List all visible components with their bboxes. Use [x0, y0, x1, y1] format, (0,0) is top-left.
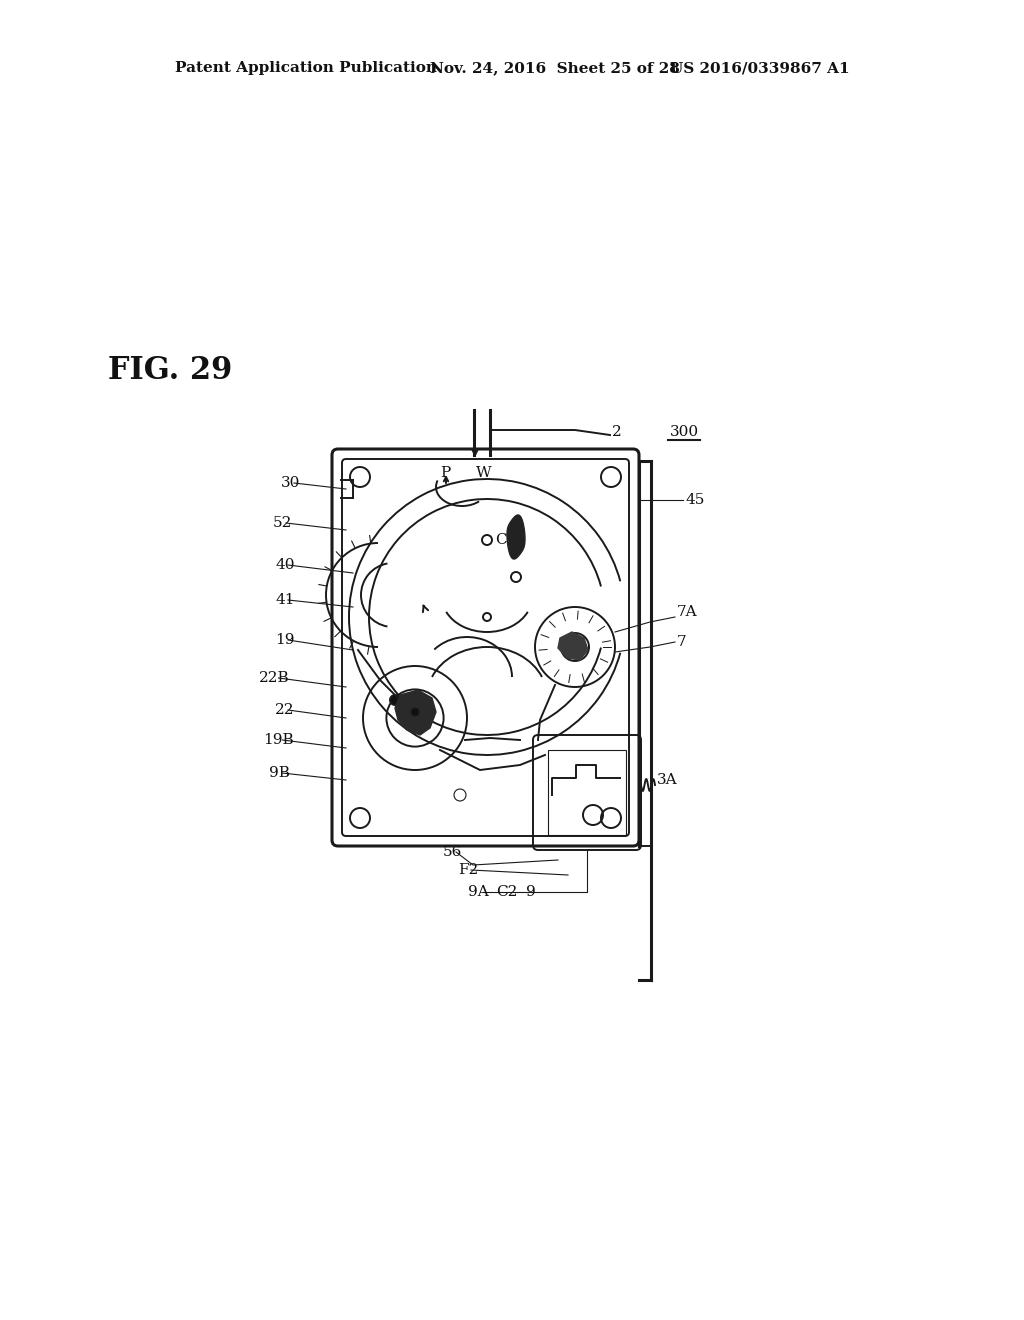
- Text: Patent Application Publication: Patent Application Publication: [175, 61, 437, 75]
- Text: US 2016/0339867 A1: US 2016/0339867 A1: [670, 61, 850, 75]
- Text: P: P: [439, 466, 450, 480]
- Text: 9A: 9A: [468, 884, 488, 899]
- Text: 22: 22: [275, 704, 295, 717]
- Polygon shape: [395, 690, 436, 735]
- Text: 30: 30: [281, 477, 300, 490]
- Text: C2: C2: [496, 884, 517, 899]
- Text: 7: 7: [677, 635, 687, 649]
- Text: 40: 40: [275, 558, 295, 572]
- Bar: [548, 750, 626, 836]
- Text: Nov. 24, 2016  Sheet 25 of 28: Nov. 24, 2016 Sheet 25 of 28: [430, 61, 680, 75]
- Text: FIG. 29: FIG. 29: [108, 355, 232, 385]
- Text: 41: 41: [275, 593, 295, 607]
- Text: 19B: 19B: [263, 733, 294, 747]
- Text: 7A: 7A: [677, 605, 697, 619]
- Text: 3A: 3A: [657, 774, 678, 787]
- Text: F2: F2: [458, 863, 478, 876]
- Text: 2: 2: [612, 425, 622, 440]
- Text: 9: 9: [526, 884, 536, 899]
- Text: C1: C1: [495, 533, 516, 546]
- Circle shape: [411, 708, 419, 715]
- Polygon shape: [558, 632, 588, 660]
- FancyBboxPatch shape: [332, 449, 639, 846]
- Text: 52: 52: [273, 516, 293, 531]
- Text: 19: 19: [275, 634, 295, 647]
- Text: 9B: 9B: [269, 766, 290, 780]
- Circle shape: [390, 696, 400, 705]
- Text: W: W: [476, 466, 492, 480]
- Text: 56: 56: [443, 845, 463, 859]
- Text: 45: 45: [685, 492, 705, 507]
- Text: 300: 300: [670, 425, 699, 440]
- Polygon shape: [507, 515, 525, 560]
- Text: 22B: 22B: [259, 671, 290, 685]
